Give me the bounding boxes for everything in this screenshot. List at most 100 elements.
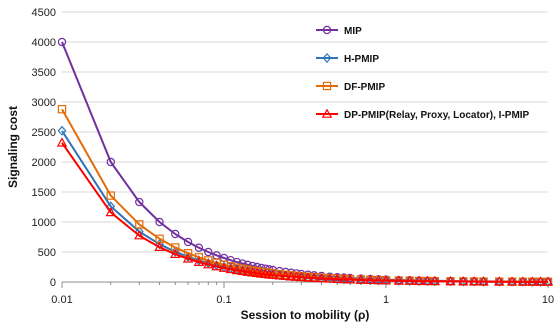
data-point	[506, 276, 518, 286]
data-point	[267, 269, 278, 279]
data-point	[302, 272, 314, 282]
data-point	[135, 220, 144, 229]
data-point	[57, 104, 67, 114]
data-point	[494, 276, 505, 286]
series-2	[57, 104, 553, 287]
data-point	[285, 271, 297, 281]
data-point	[154, 241, 165, 251]
data-point	[218, 262, 230, 272]
data-point	[373, 275, 384, 285]
legend-label: DF-PMIP	[344, 82, 385, 93]
legend-marker	[322, 52, 332, 64]
legend-item: MIP	[316, 25, 362, 37]
x-axis-title: Session to mobility (ρ)	[241, 308, 370, 322]
data-point	[211, 261, 222, 271]
data-point	[194, 253, 204, 262]
legend-item: H-PMIP	[316, 52, 379, 65]
data-point	[291, 271, 302, 281]
data-point	[458, 276, 469, 286]
data-point	[231, 265, 243, 275]
y-tick-label: 1000	[32, 217, 56, 229]
legend-marker	[321, 108, 333, 118]
axes: 0 500 1000 1500 2000 2500 3000 3500 4000 4500 0.01…	[32, 7, 555, 306]
y-tick-label: 0	[50, 277, 56, 289]
data-point	[193, 256, 205, 266]
data-point	[355, 274, 367, 284]
x-tick-label: 0.01	[51, 294, 72, 306]
data-point	[296, 271, 307, 282]
y-tick-label: 1500	[32, 187, 56, 199]
data-point	[170, 248, 181, 258]
x-tick-label: 1	[383, 294, 389, 306]
data-point	[414, 276, 424, 287]
data-point	[183, 237, 193, 247]
y-axis-title: Signaling cost	[6, 106, 20, 188]
data-point	[134, 230, 145, 240]
data-point	[324, 273, 336, 283]
data-point	[237, 265, 248, 276]
y-tick-label: 3500	[32, 67, 56, 79]
legend-item: DP-PMIP(Relay, Proxy, Locator), I-PMIP	[316, 108, 530, 121]
data-point	[316, 273, 327, 283]
series-1	[57, 125, 553, 287]
data-point	[182, 253, 194, 263]
data-point	[413, 275, 425, 285]
data-point	[332, 273, 343, 284]
data-point	[170, 246, 180, 257]
data-point	[405, 275, 415, 286]
y-tick-label: 2000	[32, 157, 56, 169]
data-point	[344, 274, 356, 284]
data-point	[445, 276, 456, 286]
data-point	[365, 274, 376, 285]
data-point	[542, 276, 554, 286]
plot-area	[56, 37, 554, 287]
y-tick-label: 4500	[32, 7, 56, 19]
data-point	[106, 191, 115, 200]
y-tick-label: 500	[38, 247, 56, 259]
data-point	[204, 247, 213, 257]
data-point	[527, 276, 538, 286]
y-tick-label: 4000	[32, 37, 56, 49]
data-point	[57, 125, 67, 136]
data-point	[225, 263, 236, 274]
legend-label: MIP	[344, 26, 362, 37]
y-tick-label: 3000	[32, 97, 56, 109]
data-point	[242, 266, 253, 276]
data-point	[308, 272, 320, 282]
data-point	[338, 274, 350, 284]
data-point	[274, 270, 285, 280]
data-point	[106, 157, 115, 167]
data-point	[56, 137, 68, 147]
data-point	[155, 217, 164, 227]
series-line	[61, 130, 548, 283]
x-tick-label: 0.1	[216, 294, 231, 306]
data-point	[183, 249, 193, 258]
data-point	[422, 275, 433, 286]
data-point	[57, 37, 67, 47]
data-point	[381, 275, 391, 286]
series-line	[61, 142, 549, 283]
data-point	[446, 276, 455, 287]
legend-marker	[322, 81, 332, 91]
data-point	[171, 229, 180, 239]
data-point	[429, 275, 440, 286]
legend-label: H-PMIP	[344, 54, 379, 65]
grid-lines	[62, 11, 548, 283]
data-point	[458, 276, 468, 287]
x-tick-label: 10	[542, 294, 554, 306]
data-point	[183, 251, 193, 262]
data-point	[468, 276, 480, 286]
legend-label: DP-PMIP(Relay, Proxy, Locator), I-PMIP	[344, 110, 530, 121]
data-point	[135, 197, 144, 207]
data-point	[365, 275, 375, 286]
data-point	[194, 243, 204, 252]
data-point	[105, 206, 116, 217]
data-point	[203, 259, 214, 269]
legend-marker	[322, 25, 332, 35]
data-point	[106, 201, 116, 212]
data-point	[422, 276, 432, 287]
data-point	[393, 275, 405, 285]
data-point	[478, 276, 489, 286]
